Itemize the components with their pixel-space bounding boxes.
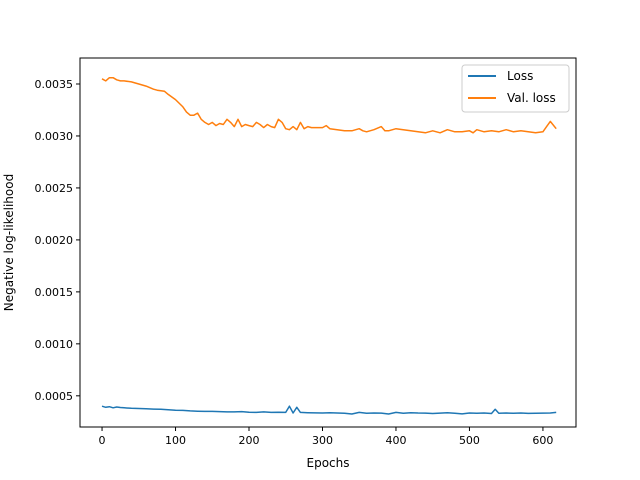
y-axis: 0.0005 0.0010 0.0015 0.0020 0.0025 0.0030 0.00… xyxy=(35,78,80,403)
legend-label-1: Val. loss xyxy=(507,91,556,105)
series-layer xyxy=(101,76,557,415)
x-tick-label: 500 xyxy=(459,434,480,447)
plot-area xyxy=(80,58,576,427)
x-tick-label: 400 xyxy=(385,434,406,447)
y-tick-label: 0.0005 xyxy=(35,390,74,403)
legend: Loss Val. loss xyxy=(461,64,570,113)
series-line-0 xyxy=(101,405,557,415)
y-tick-label: 0.0030 xyxy=(35,130,74,143)
y-tick-label: 0.0025 xyxy=(35,182,74,195)
y-tick-label: 0.0015 xyxy=(35,286,74,299)
x-tick-label: 300 xyxy=(312,434,333,447)
x-axis: 0 100 200 300 400 500 600 xyxy=(99,427,553,447)
series-line-1 xyxy=(101,76,557,134)
plot-frame xyxy=(79,57,577,428)
x-axis-label: Epochs xyxy=(307,456,350,470)
y-tick-label: 0.0035 xyxy=(35,78,74,91)
y-axis-label: Negative log-likelihood xyxy=(2,174,16,311)
x-tick-label: 0 xyxy=(99,434,106,447)
x-tick-label: 600 xyxy=(532,434,553,447)
y-tick-label: 0.0010 xyxy=(35,338,74,351)
x-tick-label: 100 xyxy=(165,434,186,447)
legend-label-0: Loss xyxy=(507,69,533,83)
y-tick-label: 0.0020 xyxy=(35,234,74,247)
x-tick-label: 200 xyxy=(239,434,260,447)
